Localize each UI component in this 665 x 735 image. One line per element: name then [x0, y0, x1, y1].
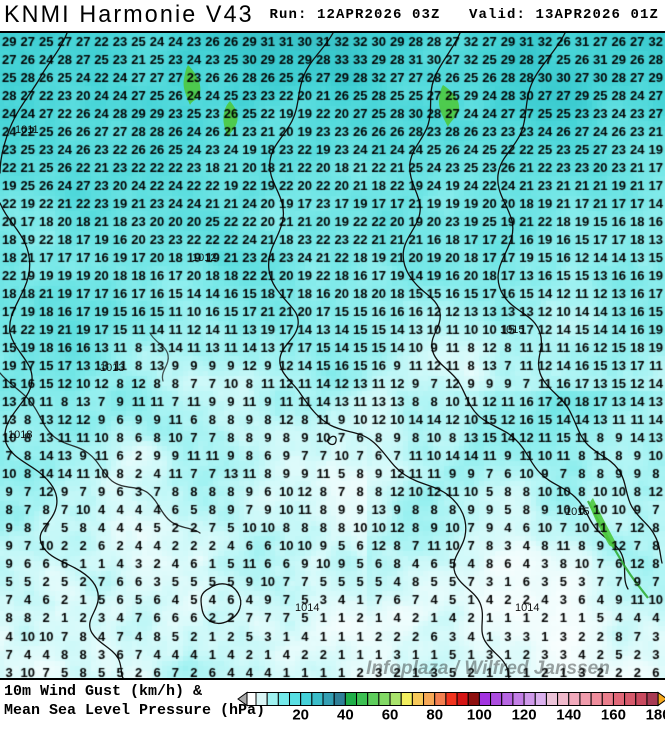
- svg-text:180: 180: [646, 707, 665, 724]
- svg-text:80: 80: [426, 707, 443, 724]
- svg-text:160: 160: [601, 707, 626, 724]
- svg-text:100: 100: [467, 707, 492, 724]
- svg-text:20: 20: [292, 707, 309, 724]
- svg-text:120: 120: [512, 707, 537, 724]
- svg-text:60: 60: [382, 707, 399, 724]
- svg-text:140: 140: [556, 707, 581, 724]
- svg-text:40: 40: [337, 707, 354, 724]
